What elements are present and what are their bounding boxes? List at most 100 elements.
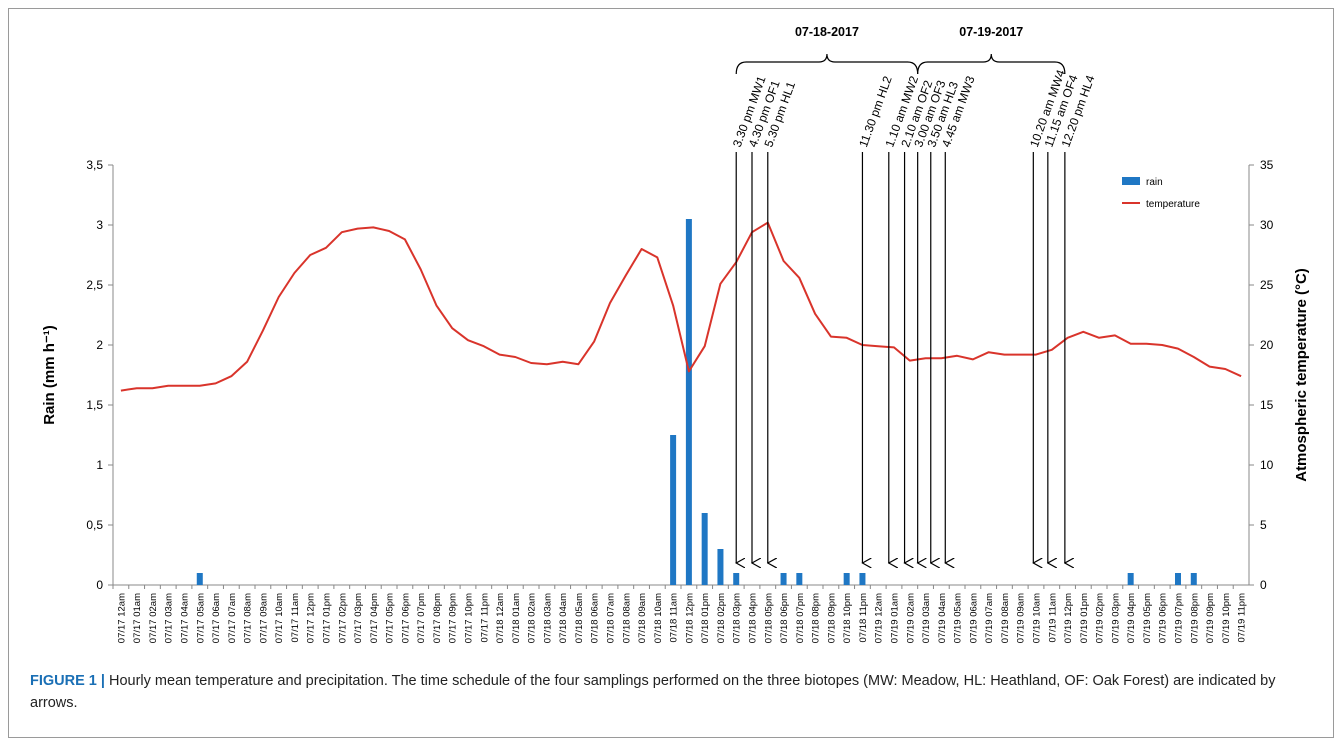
y-tick-label: 2 xyxy=(96,338,103,352)
x-tick-label: 07/17 02am xyxy=(148,593,159,643)
x-tick-label: 07/17 06pm xyxy=(400,593,411,643)
y2-tick-label: 5 xyxy=(1260,518,1267,532)
y2-tick-label: 10 xyxy=(1260,458,1274,472)
x-tick-label: 07/18 12am xyxy=(495,593,506,643)
rain-bar xyxy=(1127,573,1134,585)
rain-bar xyxy=(196,573,203,585)
figure-label: FIGURE 1 | xyxy=(30,673,105,689)
legend-label-rain: rain xyxy=(1146,177,1163,188)
x-tick-label: 07/18 03pm xyxy=(732,593,743,643)
x-tick-label: 07/19 10pm xyxy=(1221,593,1232,643)
x-tick-label: 07/18 08am xyxy=(621,593,632,643)
rain-bar xyxy=(701,513,708,585)
rain-bar xyxy=(780,573,787,585)
y2-tick-label: 0 xyxy=(1260,578,1267,592)
y2-tick-label: 30 xyxy=(1260,218,1274,232)
x-tick-label: 07/17 07pm xyxy=(416,593,427,643)
x-tick-label: 07/19 04pm xyxy=(1126,593,1137,643)
x-tick-label: 07/19 08am xyxy=(1000,593,1011,643)
rain-bar xyxy=(1190,573,1197,585)
x-tick-label: 07/18 11pm xyxy=(858,593,869,643)
x-tick-label: 07/17 05pm xyxy=(385,593,396,643)
x-tick-label: 07/17 10am xyxy=(274,593,285,643)
x-tick-label: 07/19 06pm xyxy=(1158,593,1169,643)
y2-tick-label: 25 xyxy=(1260,278,1274,292)
caption-text: Hourly mean temperature and precipitatio… xyxy=(30,673,1276,711)
y2-tick-label: 20 xyxy=(1260,338,1274,352)
x-tick-label: 07/18 01pm xyxy=(700,593,711,643)
x-tick-label: 07/19 08pm xyxy=(1189,593,1200,643)
x-tick-label: 07/17 12am xyxy=(116,593,127,643)
x-tick-label: 07/17 09am xyxy=(258,593,269,643)
rain-bar xyxy=(796,573,803,585)
x-tick-label: 07/18 09pm xyxy=(826,593,837,643)
x-tick-label: 07/18 07pm xyxy=(795,593,806,643)
x-tick-label: 07/19 11pm xyxy=(1237,593,1248,643)
legend-label-temperature: temperature xyxy=(1146,199,1200,210)
figure-frame xyxy=(8,8,1334,738)
x-tick-label: 07/19 02pm xyxy=(1095,593,1106,643)
x-tick-label: 07/19 09am xyxy=(1016,593,1027,643)
x-tick-label: 07/19 01am xyxy=(890,593,901,643)
x-tick-label: 07/17 09pm xyxy=(448,593,459,643)
x-tick-label: 07/18 06am xyxy=(590,593,601,643)
rain-bar xyxy=(859,573,866,585)
x-tick-label: 07/19 02am xyxy=(905,593,916,643)
x-tick-label: 07/19 11am xyxy=(1047,593,1058,643)
x-tick-label: 07/18 01am xyxy=(511,593,522,643)
x-tick-label: 07/17 11am xyxy=(290,593,301,643)
x-tick-label: 07/19 05am xyxy=(953,593,964,643)
rain-bar xyxy=(717,549,724,585)
x-tick-label: 07/18 03am xyxy=(542,593,553,643)
x-tick-label: 07/19 04am xyxy=(937,593,948,643)
chart: 0 0,5 1 1,5 2 2,5 3 3,5 0 5 10 15 20 25 30 35 Rain (mm h… xyxy=(41,25,1310,643)
x-tick-label: 07/17 04am xyxy=(180,593,191,643)
x-tick-label: 07/17 03am xyxy=(164,593,175,643)
x-tick-label: 07/19 01pm xyxy=(1079,593,1090,643)
y-axis-title: Rain (mm h⁻¹) xyxy=(41,325,58,425)
x-tick-label: 07/19 12pm xyxy=(1063,593,1074,643)
y-tick-label: 2,5 xyxy=(86,278,103,292)
x-tick-label: 07/17 07am xyxy=(227,593,238,643)
x-tick-label: 07/18 04am xyxy=(558,593,569,643)
x-tick-label: 07/17 06am xyxy=(211,593,222,643)
x-tick-label: 07/19 10am xyxy=(1032,593,1043,643)
rain-bar xyxy=(685,219,692,585)
y2-tick-label: 15 xyxy=(1260,398,1274,412)
y-tick-label: 0,5 xyxy=(86,518,103,532)
y2-axis-title: Atmospheric temperature (°C) xyxy=(1293,268,1310,482)
x-tick-label: 07/19 03pm xyxy=(1110,593,1121,643)
x-tick-label: 07/19 05pm xyxy=(1142,593,1153,643)
x-tick-label: 07/18 06pm xyxy=(779,593,790,643)
date-bracket xyxy=(735,53,919,75)
x-tick-label: 07/18 05pm xyxy=(763,593,774,643)
x-tick-label: 07/17 11pm xyxy=(479,593,490,643)
x-tick-label: 07/18 10pm xyxy=(842,593,853,643)
x-tick-label: 07/18 12pm xyxy=(684,593,695,643)
x-tick-label: 07/18 07am xyxy=(606,593,617,643)
x-tick-label: 07/18 05am xyxy=(574,593,585,643)
figure-caption: FIGURE 1 | Hourly mean temperature and p… xyxy=(30,670,1310,714)
x-tick-label: 07/17 10pm xyxy=(464,593,475,643)
y-tick-label: 3,5 xyxy=(86,158,103,172)
x-tick-label: 07/18 02am xyxy=(527,593,538,643)
rain-bar xyxy=(670,435,677,585)
x-tick-label: 07/19 09pm xyxy=(1205,593,1216,643)
x-tick-label: 07/18 08pm xyxy=(811,593,822,643)
temperature-line xyxy=(120,221,1242,392)
x-tick-label: 07/19 06am xyxy=(968,593,979,643)
x-tick-label: 07/19 07am xyxy=(984,593,995,643)
x-tick-label: 07/18 04pm xyxy=(748,593,759,643)
rain-bar xyxy=(733,573,740,585)
x-tick-label: 07/17 12pm xyxy=(306,593,317,643)
x-tick-label: 07/19 12am xyxy=(874,593,885,643)
x-tick-label: 07/17 04pm xyxy=(369,593,380,643)
y-tick-label: 1,5 xyxy=(86,398,103,412)
legend-swatch-rain xyxy=(1122,177,1140,185)
x-tick-label: 07/18 02pm xyxy=(716,593,727,643)
y-tick-label: 3 xyxy=(96,218,103,232)
y-tick-label: 0 xyxy=(96,578,103,592)
x-tick-label: 07/19 07pm xyxy=(1174,593,1185,643)
x-tick-label: 07/17 08pm xyxy=(432,593,443,643)
x-tick-label: 07/17 08am xyxy=(243,593,254,643)
